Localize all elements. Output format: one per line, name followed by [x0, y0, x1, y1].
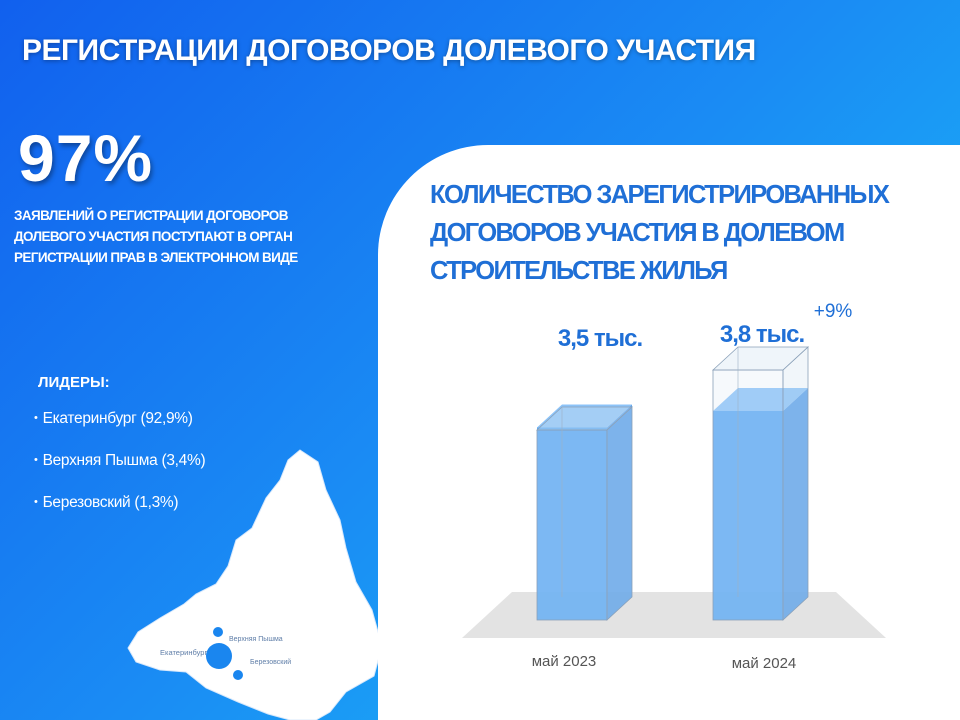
bullet-icon: • [34, 412, 38, 424]
leaders-heading: ЛИДЕРЫ: [38, 374, 110, 391]
bar-side [607, 404, 632, 620]
map-label-verkhnyaya-pyshma: Верхняя Пышма [229, 636, 283, 643]
leader-label: Березовский (1,3%) [42, 494, 179, 511]
x-tick-label: май 2023 [532, 653, 597, 670]
change-label: +9% [814, 301, 853, 322]
data-label: 3,8 тыс. [720, 321, 805, 348]
bar [537, 427, 607, 620]
map-label-yekaterinburg: Екатеринбург [160, 648, 207, 657]
bullet-icon: • [34, 454, 38, 466]
city-dot-verkhnyaya-pyshma [213, 627, 223, 637]
map-label-berezovsky: Березовский [250, 658, 291, 666]
leader-item: • Екатеринбург (92,9%) [34, 410, 193, 428]
stat-value: 97% [18, 121, 154, 195]
bar [713, 411, 783, 620]
bar-box-front [712, 369, 784, 621]
bar-box-side [782, 346, 809, 621]
leader-label: Верхняя Пышма (3,4%) [42, 452, 206, 469]
bullet-icon: • [34, 496, 38, 508]
data-label: 3,5 тыс. [558, 325, 643, 352]
leader-item: • Березовский (1,3%) [34, 494, 179, 512]
bar-box-front [536, 429, 608, 621]
city-dot-berezovsky [233, 670, 243, 680]
bar-top [537, 404, 632, 428]
slide-title: РЕГИСТРАЦИИ ДОГОВОРОВ ДОЛЕВОГО УЧАСТИЯ [22, 34, 756, 67]
stat-caption: ЗАЯВЛЕНИЙ О РЕГИСТРАЦИИ ДОГОВОРОВ ДОЛЕВО… [14, 208, 298, 265]
bar-box-side [606, 406, 633, 621]
x-tick-label: май 2024 [732, 655, 797, 672]
city-dot-yekaterinburg [206, 643, 232, 669]
bar-top [713, 388, 808, 411]
bar-side [783, 388, 808, 620]
chart-floor [462, 592, 886, 638]
region-shape [127, 449, 383, 720]
leader-label: Екатеринбург (92,9%) [42, 410, 193, 427]
leader-item: • Верхняя Пышма (3,4%) [34, 452, 206, 470]
chart-title: КОЛИЧЕСТВО ЗАРЕГИСТРИРОВАННЫХ ДОГОВОРОВ … [430, 181, 890, 285]
